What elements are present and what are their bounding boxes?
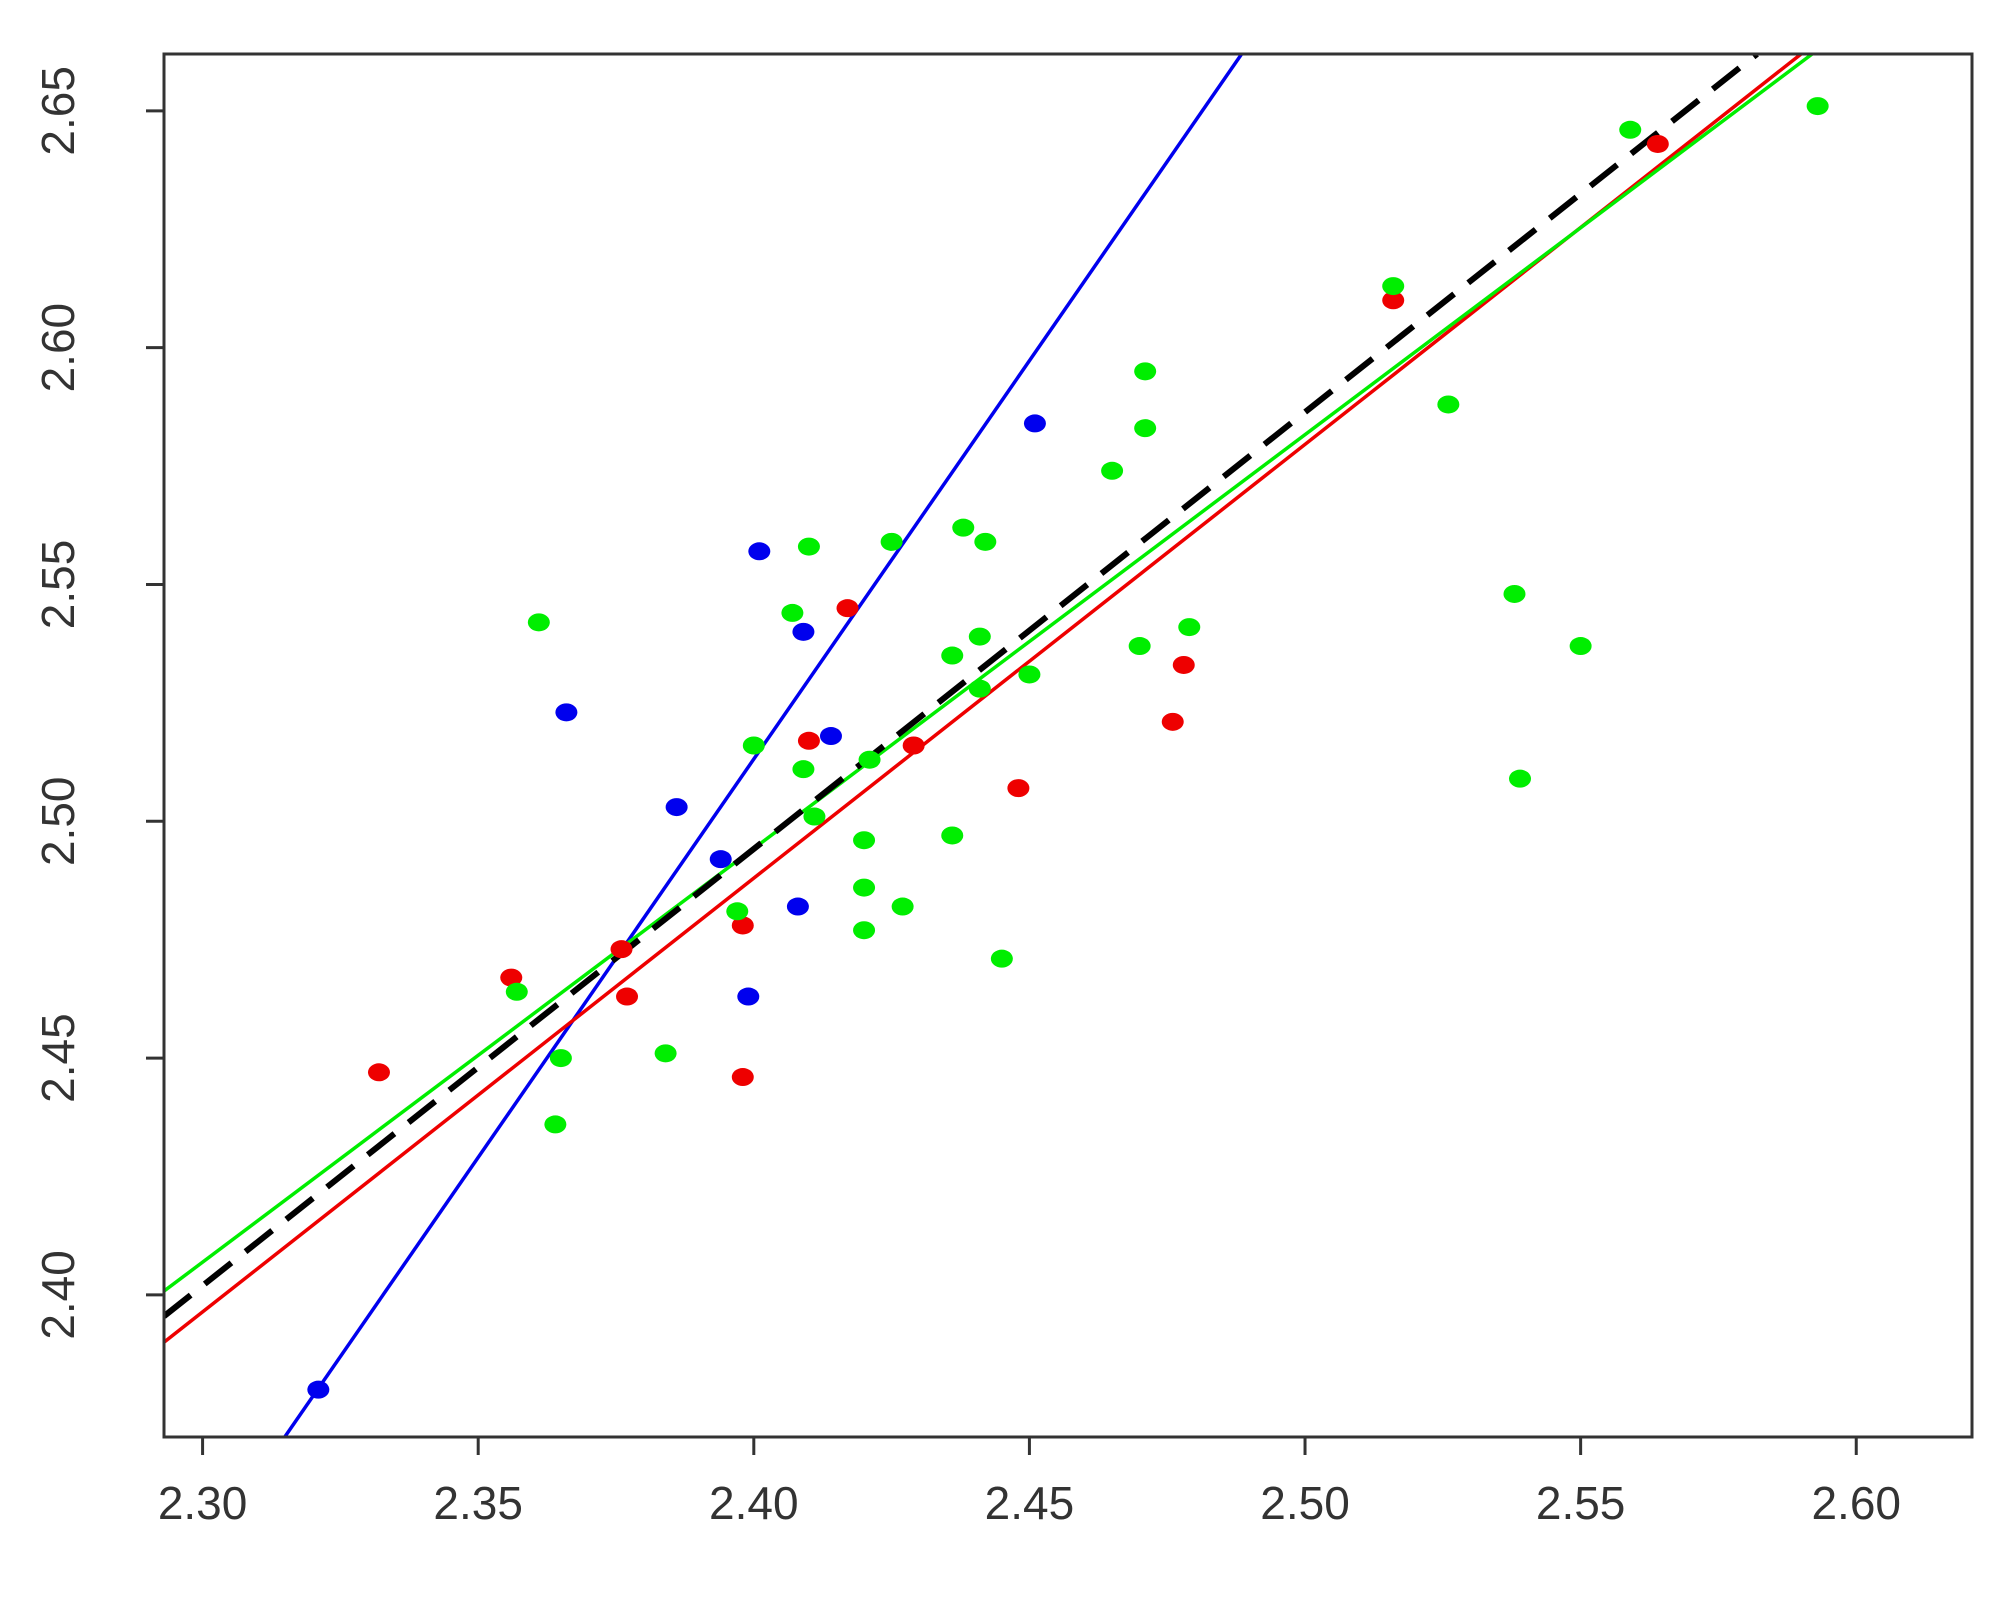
point [858, 750, 881, 769]
point [500, 968, 523, 987]
point [527, 613, 550, 632]
point [1806, 97, 1829, 116]
point [610, 940, 633, 959]
point [1437, 395, 1460, 414]
point [1382, 291, 1405, 310]
point [853, 878, 876, 897]
point [616, 987, 639, 1006]
point [891, 897, 914, 916]
point [1134, 362, 1157, 381]
point [941, 646, 964, 665]
point [1101, 461, 1124, 480]
y-tick-label: 2.55 [32, 540, 84, 630]
point [726, 902, 749, 921]
point [797, 731, 820, 750]
point [1128, 637, 1151, 656]
point [990, 949, 1013, 968]
point [505, 982, 528, 1001]
x-tick-label: 2.50 [1260, 1477, 1350, 1529]
x-tick-label: 2.55 [1536, 1477, 1626, 1529]
fit-lines [164, 54, 1814, 1437]
point [902, 736, 925, 755]
point [853, 921, 876, 940]
point [731, 1068, 754, 1087]
point [742, 736, 765, 755]
point [941, 826, 964, 845]
point [968, 627, 991, 646]
y-tick-label: 2.50 [32, 777, 84, 867]
point [1018, 665, 1041, 684]
point [1503, 584, 1526, 603]
point [974, 532, 997, 551]
point [781, 603, 804, 622]
point [665, 798, 688, 817]
x-tick-label: 2.60 [1811, 1477, 1901, 1529]
point [1134, 419, 1157, 438]
point [797, 537, 820, 556]
y-tick-label: 2.45 [32, 1013, 84, 1103]
point [367, 1063, 390, 1082]
point [1161, 712, 1184, 731]
point [737, 987, 760, 1006]
point [880, 532, 903, 551]
point [1619, 120, 1642, 139]
point [1178, 618, 1201, 637]
point [1646, 134, 1669, 153]
point [731, 916, 754, 935]
point [952, 518, 975, 537]
fit-line [164, 54, 1814, 1293]
points [307, 97, 1829, 1399]
point [748, 542, 771, 561]
x-tick-label: 2.45 [985, 1477, 1075, 1529]
y-tick-label: 2.40 [32, 1250, 84, 1340]
fit-line [164, 54, 1759, 1319]
y-tick-label: 2.60 [32, 303, 84, 393]
point [792, 622, 815, 641]
plot-frame [162, 52, 1974, 1439]
point [792, 760, 815, 779]
point [1509, 769, 1531, 788]
x-tick-label: 2.30 [158, 1477, 248, 1529]
y-tick-label: 2.65 [32, 66, 84, 156]
point [1172, 655, 1195, 674]
x-tick-label: 2.35 [433, 1477, 523, 1529]
point [544, 1115, 567, 1134]
point [786, 897, 809, 916]
point [709, 850, 732, 869]
point [307, 1380, 330, 1399]
point [1382, 277, 1405, 296]
point [819, 727, 842, 746]
point [549, 1049, 572, 1068]
point [1569, 637, 1592, 656]
point [836, 599, 859, 618]
point [654, 1044, 677, 1063]
point [968, 679, 991, 698]
point [803, 807, 826, 826]
point [1023, 414, 1046, 433]
point [1007, 779, 1030, 798]
point [853, 831, 876, 850]
x-tick-label: 2.40 [709, 1477, 799, 1529]
point [555, 703, 578, 722]
